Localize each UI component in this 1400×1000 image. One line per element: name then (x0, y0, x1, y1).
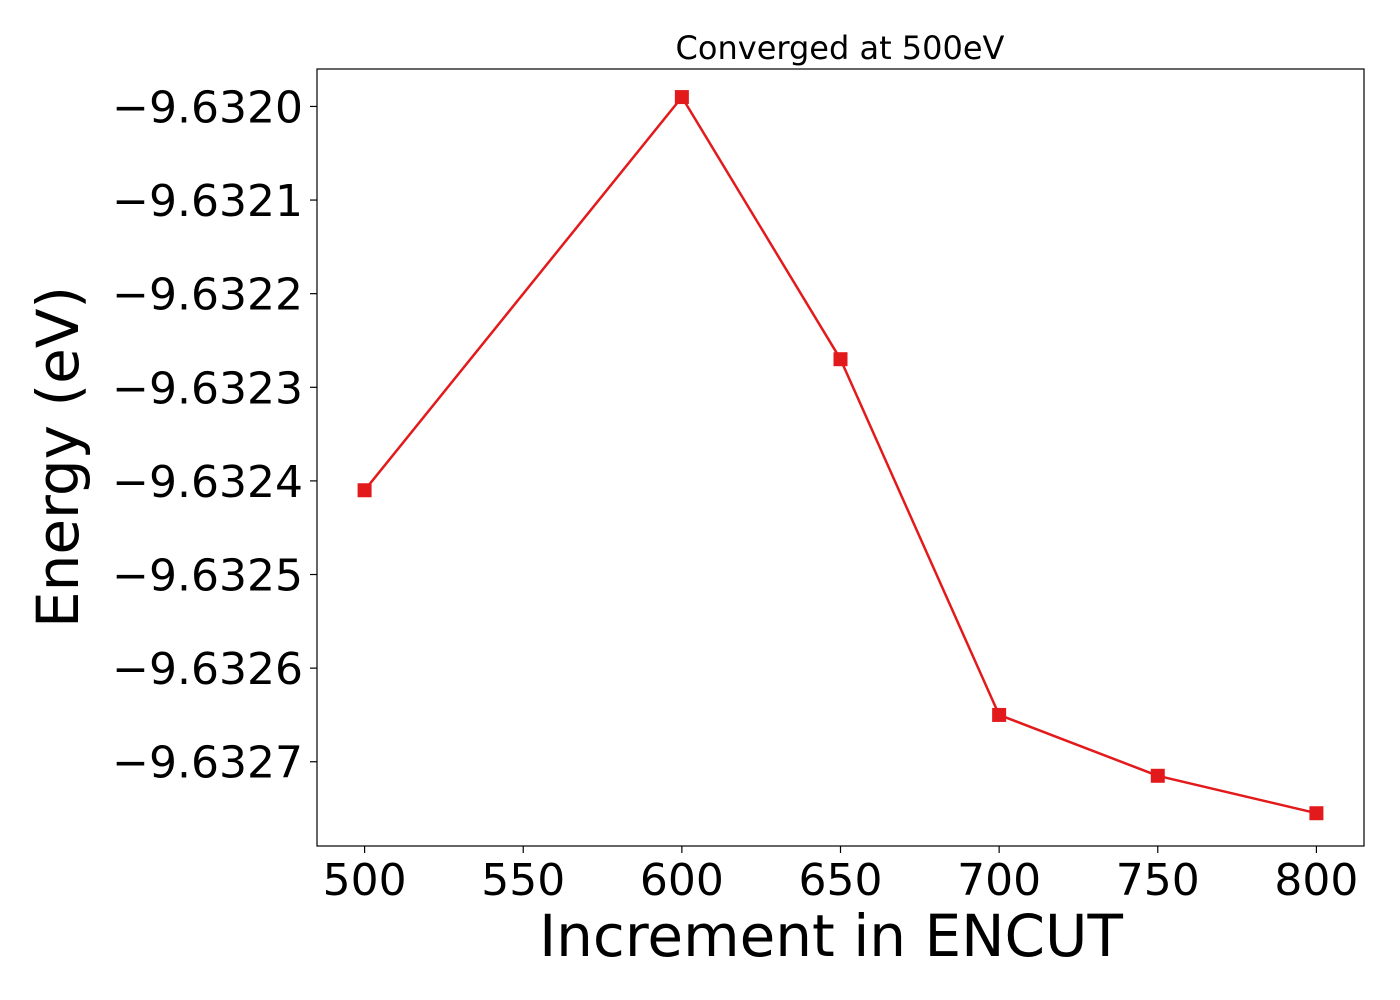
y-axis-label: Energy (eV) (24, 286, 92, 628)
chart-title: Converged at 500eV (676, 29, 1005, 67)
x-axis-ticks: 500 550 600 650 700 750 800 (323, 846, 1358, 906)
data-point-marker (1309, 806, 1324, 821)
y-tick-label: −9.6321 (112, 176, 303, 227)
y-tick-label: −9.6324 (112, 457, 303, 508)
data-point-marker (357, 483, 372, 498)
x-tick-label: 600 (640, 855, 724, 906)
plot-area (316, 68, 1365, 847)
y-tick-label: −9.6322 (112, 270, 303, 321)
x-tick-label: 500 (323, 855, 407, 906)
y-tick-label: −9.6323 (112, 363, 303, 414)
x-tick-label: 800 (1274, 855, 1358, 906)
data-point-marker (1150, 768, 1165, 783)
x-tick-label: 700 (957, 855, 1041, 906)
y-tick-label: −9.6325 (112, 551, 303, 602)
x-tick-label: 650 (799, 855, 883, 906)
data-point-marker (992, 707, 1007, 722)
data-point-marker (833, 352, 848, 367)
y-tick-label: −9.6320 (112, 82, 303, 133)
y-tick-label: −9.6326 (112, 644, 303, 695)
data-point-marker (674, 90, 689, 105)
x-tick-label: 750 (1116, 855, 1200, 906)
y-tick-label: −9.6327 (112, 738, 303, 789)
y-axis-ticks: −9.6320 −9.6321 −9.6322 −9.6323 −9.6324 −9.63… (112, 82, 317, 789)
x-axis-label: Increment in ENCUT (539, 902, 1123, 970)
x-tick-label: 550 (481, 855, 565, 906)
axes-frame (316, 68, 1365, 847)
series-line (363, 95, 1317, 815)
